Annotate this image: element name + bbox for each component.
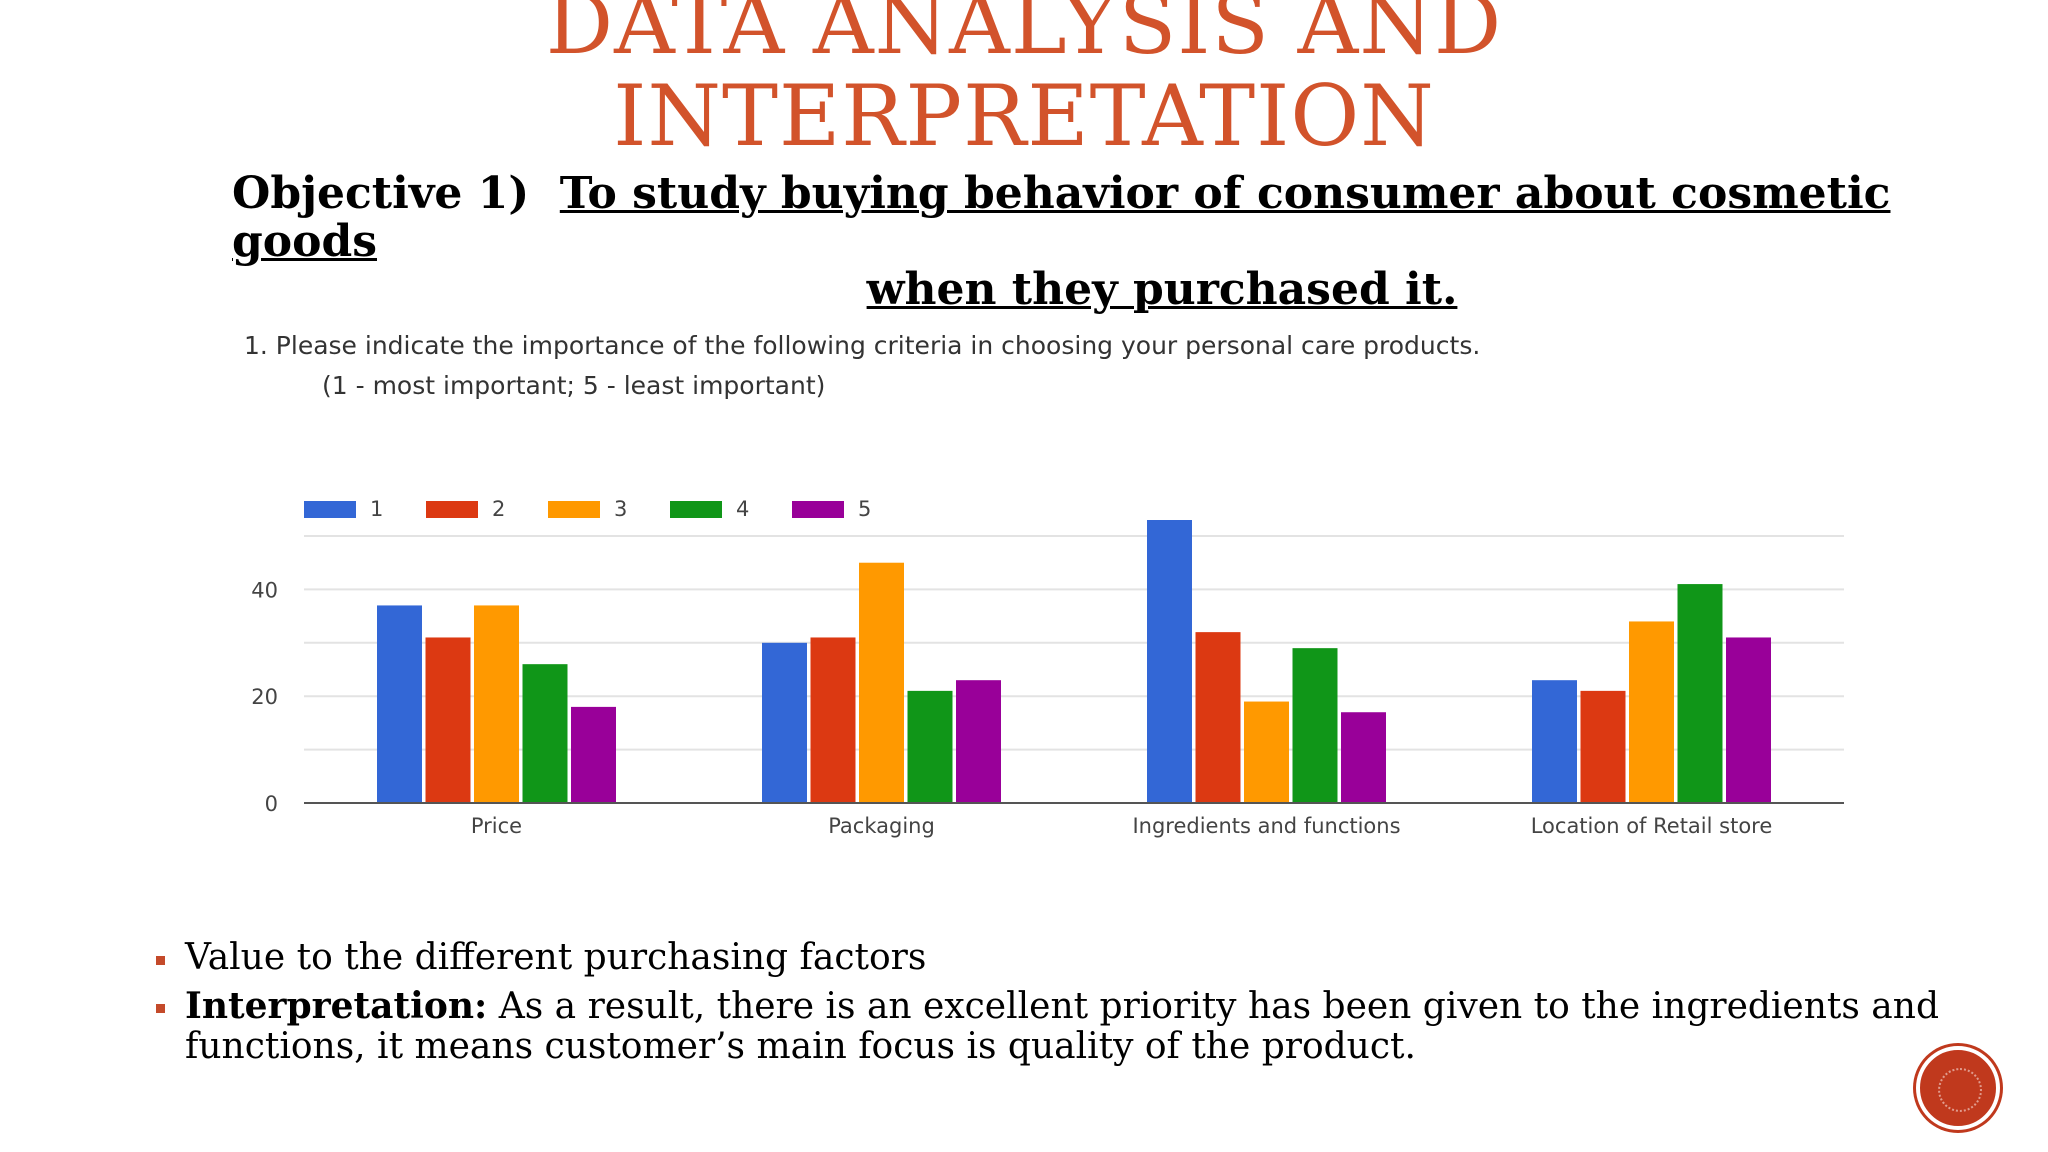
interpretation-text: As a result, there is an excellent prior… <box>185 986 1940 1067</box>
survey-question: 1. Please indicate the importance of the… <box>244 326 1480 406</box>
legend-label: 1 <box>370 497 383 521</box>
legend-label: 2 <box>492 497 505 521</box>
bullet-item: Value to the different purchasing factor… <box>156 938 1996 978</box>
bar-series-1-2 <box>1147 520 1192 803</box>
bar-series-4-1 <box>907 690 953 803</box>
bar-series-3-0 <box>474 605 519 803</box>
title-line-2: INTERPRETATION <box>613 67 1435 165</box>
category-label: Packaging <box>828 814 935 838</box>
title-line-1: DATA ANALYSIS AND <box>545 0 1503 73</box>
bar-series-5-1 <box>956 680 1001 803</box>
bar-series-1-3 <box>1532 680 1577 803</box>
legend-label: 4 <box>736 497 749 521</box>
bullet-item: Interpretation: As a result, there is an… <box>156 986 1996 1067</box>
bar-series-2-2 <box>1195 632 1241 803</box>
bar-series-1-1 <box>762 642 807 803</box>
objective-text-line-2: when they purchased it. <box>866 264 1458 315</box>
bar-series-3-2 <box>1244 701 1289 803</box>
bar-series-3-3 <box>1629 621 1674 803</box>
bar-series-5-2 <box>1341 712 1386 803</box>
bar-chart: 0 20 40 Price Packaging Ingredients and funct… <box>251 497 1844 838</box>
legend-label: 3 <box>614 497 627 521</box>
bullet-marker <box>156 956 165 965</box>
bar-series-1-0 <box>377 605 422 803</box>
bar-series-5-0 <box>571 706 616 803</box>
slide-title: DATA ANALYSIS AND INTERPRETATION <box>0 0 2048 162</box>
bar-series-4-3 <box>1677 584 1723 803</box>
bar-series-2-0 <box>425 637 471 803</box>
interpretation-label: Interpretation: <box>185 985 488 1027</box>
y-tick-label: 20 <box>251 685 278 709</box>
legend-label: 5 <box>858 497 871 521</box>
category-label: Price <box>471 814 522 838</box>
objective-label: Objective 1) <box>232 168 530 219</box>
y-tick-label: 40 <box>251 578 278 602</box>
category-label: Location of Retail store <box>1531 814 1773 838</box>
slide-logo-badge <box>1916 1046 2000 1130</box>
bar-series-4-2 <box>1292 648 1338 803</box>
question-line-2: (1 - most important; 5 - least important… <box>322 371 826 400</box>
legend-swatch-2 <box>426 501 478 518</box>
bullet-list: Value to the different purchasing factor… <box>156 938 1996 1075</box>
bar-series-2-1 <box>810 637 856 803</box>
objective-text-line-1: To study buying behavior of consumer abo… <box>232 168 1891 267</box>
objective-heading: Objective 1) To study buying behavior of… <box>232 170 1952 314</box>
bar-series-5-3 <box>1726 637 1771 803</box>
legend-swatch-4 <box>670 501 722 518</box>
bar-series-4-0 <box>522 664 568 803</box>
question-line-1: 1. Please indicate the importance of the… <box>244 331 1481 360</box>
legend-swatch-3 <box>548 501 600 518</box>
category-label: Ingredients and functions <box>1132 814 1400 838</box>
bar-series-3-1 <box>859 562 904 803</box>
legend-swatch-1 <box>304 501 356 518</box>
y-tick-label: 0 <box>265 792 278 816</box>
bar-series-2-3 <box>1580 690 1626 803</box>
legend-swatch-5 <box>792 501 844 518</box>
bullet-text: Interpretation: As a result, there is an… <box>185 986 1996 1067</box>
bullet-marker <box>156 1004 165 1013</box>
bullet-text: Value to the different purchasing factor… <box>185 937 927 978</box>
